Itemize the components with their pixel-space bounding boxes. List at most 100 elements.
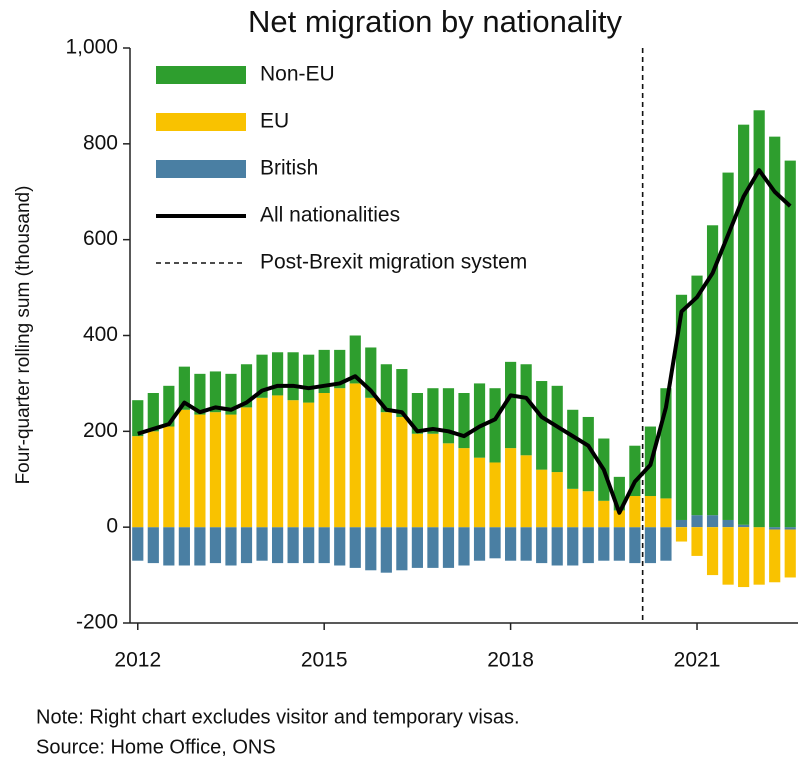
bar-segment — [567, 409, 579, 489]
bar-segment — [458, 393, 470, 449]
bar-segment — [334, 388, 346, 528]
bar-segment — [613, 510, 625, 528]
bar-segment — [147, 431, 159, 528]
bar-segment — [675, 519, 688, 528]
bar-segment — [691, 515, 703, 528]
bar-segment — [706, 225, 719, 516]
bar-segment — [629, 527, 641, 564]
bar-segment — [209, 371, 222, 413]
legend-label: All nationalities — [260, 204, 400, 227]
bar-segment — [349, 383, 361, 528]
bar-segment — [178, 366, 190, 410]
bar-segment — [691, 275, 703, 516]
y-tick-label: 1,000 — [65, 36, 118, 59]
bar-segment — [271, 395, 284, 528]
legend-label: Non-EU — [260, 63, 335, 86]
legend-label: Post-Brexit migration system — [260, 251, 527, 274]
bar-segment — [660, 388, 672, 499]
bar-segment — [427, 388, 439, 434]
bar-segment — [706, 515, 719, 528]
bar-segment — [163, 426, 175, 528]
bar-segment — [240, 364, 253, 408]
bar-segment — [551, 385, 563, 473]
bar-segment — [598, 527, 610, 561]
y-tick-label: 600 — [83, 227, 118, 250]
bar-segment — [520, 527, 532, 561]
bar-segment — [225, 414, 237, 528]
bar-segment — [334, 527, 346, 566]
bar-segment — [396, 416, 408, 528]
legend-label: British — [260, 157, 318, 180]
bar-segment — [147, 527, 159, 564]
bar-segment — [784, 160, 796, 528]
bar-segment — [458, 527, 470, 566]
bar-segment — [163, 385, 175, 427]
bar-segment — [365, 347, 377, 398]
bar-segment — [240, 527, 253, 564]
x-tick-label: 2021 — [674, 649, 721, 672]
bar-segment — [738, 524, 750, 528]
bar-segment — [178, 409, 190, 528]
bar-segment — [675, 527, 688, 542]
note: Note: Right chart excludes visitor and t… — [36, 706, 520, 728]
bar-segment — [271, 527, 284, 564]
bar-segment — [334, 349, 346, 389]
bar-segment — [753, 110, 765, 528]
bar-segment — [380, 412, 392, 528]
bar-segment — [722, 172, 734, 520]
bar-segment — [132, 527, 144, 561]
bar-segment — [769, 136, 781, 528]
bar-segment — [489, 527, 501, 559]
bar-segment — [411, 527, 423, 568]
y-tick-label: -200 — [76, 611, 118, 634]
bar-segment — [738, 124, 750, 525]
bar-segment — [505, 448, 517, 528]
bar-segment — [132, 400, 144, 437]
bar-segment — [536, 527, 548, 564]
bar-segment — [629, 496, 641, 528]
bar-segment — [582, 527, 594, 564]
bar-segment — [287, 527, 299, 564]
bar-segment — [567, 488, 579, 528]
bar-segment — [613, 527, 625, 561]
bar-segment — [738, 527, 750, 588]
bar-segment — [675, 294, 688, 520]
bar-segment — [194, 527, 206, 566]
bar-segment — [769, 529, 781, 583]
bar-segment — [256, 527, 268, 561]
bar-segment — [194, 414, 206, 528]
bar-segment — [318, 393, 330, 528]
bar-segment — [784, 527, 796, 530]
bar-segment — [567, 527, 579, 566]
bar-segment — [629, 445, 641, 497]
bar-segment — [551, 472, 563, 528]
bar-segment — [411, 393, 423, 434]
legend-swatch — [156, 160, 246, 178]
bar-segment — [660, 527, 672, 561]
bar-segment — [287, 400, 299, 528]
bar-segment — [427, 433, 439, 528]
bar-segment — [303, 402, 315, 528]
bar-segment — [365, 527, 377, 571]
total-line — [137, 168, 792, 515]
bar-segment — [132, 436, 144, 528]
y-tick-label: 800 — [83, 131, 118, 154]
bar-segment — [691, 527, 703, 556]
bar-segment — [473, 383, 486, 458]
bar-segment — [551, 527, 563, 566]
bar-segment — [644, 496, 657, 528]
legend-label: EU — [260, 110, 289, 133]
bar-segment — [613, 476, 625, 511]
bar-segment — [287, 352, 299, 401]
bar-segment — [489, 388, 501, 463]
bar-segment — [349, 527, 361, 568]
legend-swatch — [156, 66, 246, 84]
bar-segment — [349, 335, 361, 384]
bar-segment — [271, 352, 284, 396]
bar-segment — [473, 457, 486, 528]
bar-segment — [303, 527, 315, 564]
bar-segment — [396, 527, 408, 571]
x-tick-label: 2012 — [114, 649, 161, 672]
bar-segment — [442, 443, 455, 528]
bar-segment — [209, 527, 222, 564]
